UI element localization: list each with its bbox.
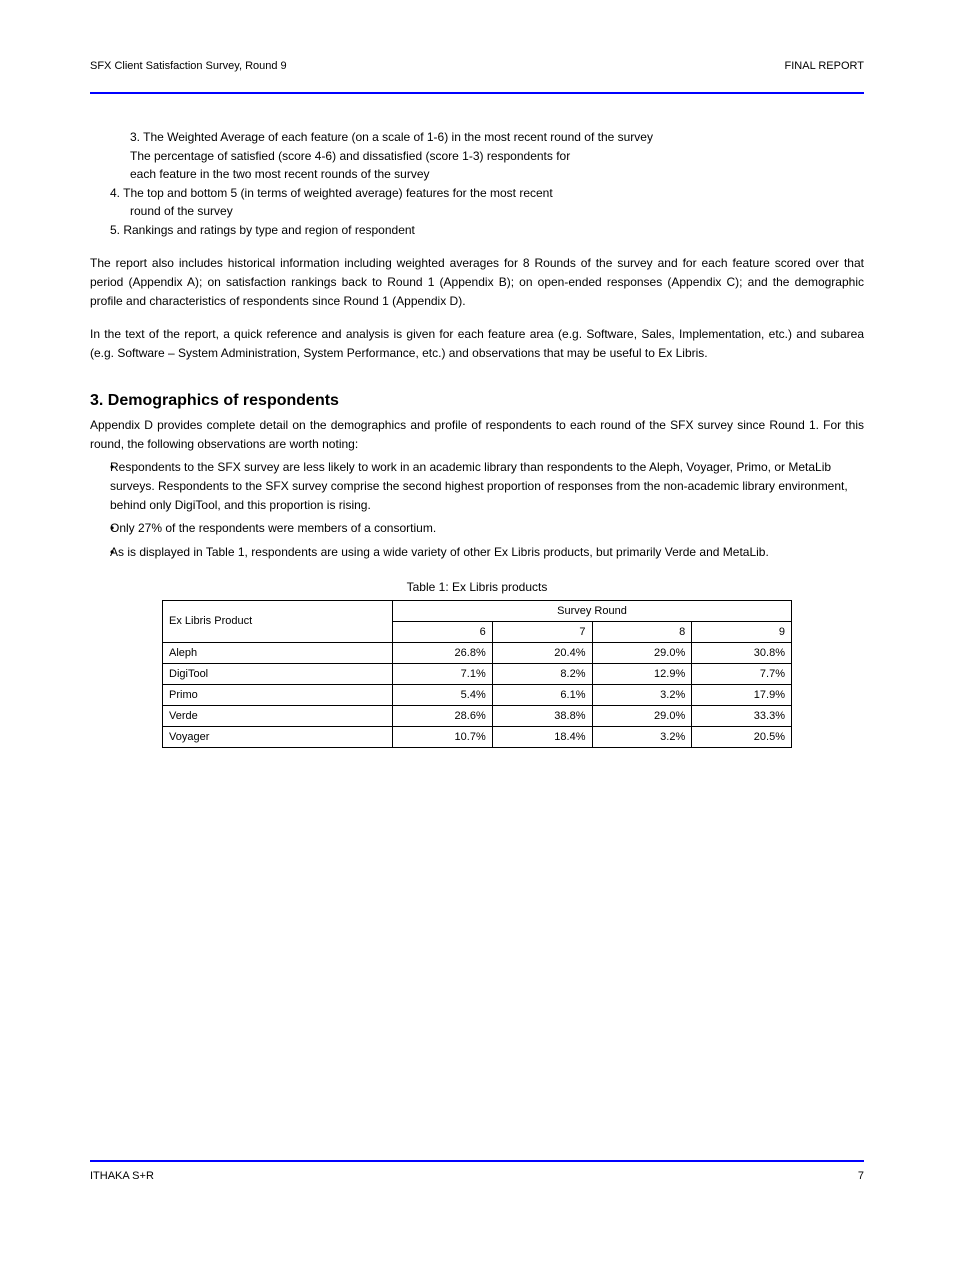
bullet-2-text: Only 27% of the respondents were members… <box>110 519 864 538</box>
cell: 7.7% <box>692 663 792 684</box>
cell: 38.8% <box>492 705 592 726</box>
cell: 18.4% <box>492 726 592 747</box>
bullet-icon: • <box>90 543 110 562</box>
running-footer: ITHAKA S+R 7 <box>90 1170 864 1182</box>
cell: 26.8% <box>393 642 493 663</box>
list-item-4: 4. The top and bottom 5 (in terms of wei… <box>90 184 864 203</box>
table-header-row-1: Ex Libris Product Survey Round <box>163 600 792 621</box>
table-round-header: Survey Round <box>393 600 792 621</box>
paragraph-2: In the text of the report, a quick refer… <box>90 325 864 363</box>
bullet-icon: • <box>90 519 110 538</box>
list-item-4-cont: round of the survey <box>90 202 864 221</box>
bullet-3-text: As is displayed in Table 1, respondents … <box>110 543 864 562</box>
table-row: DigiTool 7.1% 8.2% 12.9% 7.7% <box>163 663 792 684</box>
bullet-1-text: Respondents to the SFX survey are less l… <box>110 458 864 516</box>
col-9: 9 <box>692 621 792 642</box>
cell: 30.8% <box>692 642 792 663</box>
list-item-3-cont-b2: each feature in the two most recent roun… <box>90 165 864 184</box>
cell: 10.7% <box>393 726 493 747</box>
col-7: 7 <box>492 621 592 642</box>
cell: 28.6% <box>393 705 493 726</box>
cell-label: Verde <box>163 705 393 726</box>
cell-label: Primo <box>163 684 393 705</box>
list-item-5: 5. Rankings and ratings by type and regi… <box>90 221 864 240</box>
section-heading: 3. Demographics of respondents <box>90 392 864 410</box>
col-6: 6 <box>393 621 493 642</box>
cell: 20.4% <box>492 642 592 663</box>
footer-left: ITHAKA S+R <box>90 1170 154 1182</box>
cell: 3.2% <box>592 684 692 705</box>
cell: 33.3% <box>692 705 792 726</box>
cell: 29.0% <box>592 705 692 726</box>
cell: 5.4% <box>393 684 493 705</box>
cell: 29.0% <box>592 642 692 663</box>
cell: 3.2% <box>592 726 692 747</box>
header-right: FINAL REPORT <box>785 60 864 72</box>
footer-right: 7 <box>858 1170 864 1182</box>
table-row: Primo 5.4% 6.1% 3.2% 17.9% <box>163 684 792 705</box>
cell: 17.9% <box>692 684 792 705</box>
running-header: SFX Client Satisfaction Survey, Round 9 … <box>90 60 864 72</box>
bottom-rule <box>90 1160 864 1162</box>
cell: 7.1% <box>393 663 493 684</box>
table-label-header: Ex Libris Product <box>163 600 393 642</box>
cell: 12.9% <box>592 663 692 684</box>
bullet-2: • Only 27% of the respondents were membe… <box>90 519 864 538</box>
list-item-3-cont: 3. The Weighted Average of each feature … <box>90 128 864 147</box>
section-lead: Appendix D provides complete detail on t… <box>90 416 864 454</box>
cell-label: DigiTool <box>163 663 393 684</box>
bullet-icon: • <box>90 458 110 516</box>
list-item-3-cont-b: The percentage of satisfied (score 4-6) … <box>90 147 864 166</box>
col-8: 8 <box>592 621 692 642</box>
cell: 6.1% <box>492 684 592 705</box>
cell: 8.2% <box>492 663 592 684</box>
table-row: Aleph 26.8% 20.4% 29.0% 30.8% <box>163 642 792 663</box>
bullet-1: • Respondents to the SFX survey are less… <box>90 458 864 516</box>
table-caption: Table 1: Ex Libris products <box>90 580 864 594</box>
page: SFX Client Satisfaction Survey, Round 9 … <box>0 0 954 1272</box>
content: 3. The Weighted Average of each feature … <box>90 108 864 748</box>
header-left: SFX Client Satisfaction Survey, Round 9 <box>90 60 287 72</box>
products-table: Ex Libris Product Survey Round 6 7 8 9 A… <box>162 600 792 748</box>
cell: 20.5% <box>692 726 792 747</box>
top-rule <box>90 92 864 94</box>
table-row: Verde 28.6% 38.8% 29.0% 33.3% <box>163 705 792 726</box>
cell-label: Aleph <box>163 642 393 663</box>
cell-label: Voyager <box>163 726 393 747</box>
paragraph-1: The report also includes historical info… <box>90 254 864 312</box>
table-row: Voyager 10.7% 18.4% 3.2% 20.5% <box>163 726 792 747</box>
bullet-3: • As is displayed in Table 1, respondent… <box>90 543 864 562</box>
